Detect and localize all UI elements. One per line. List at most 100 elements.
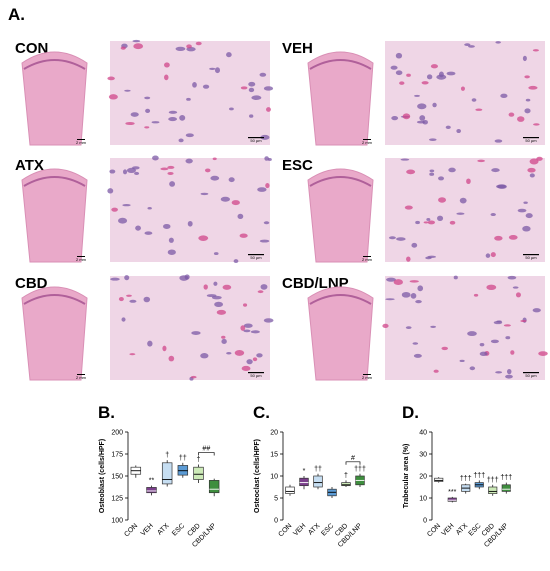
cell (525, 213, 533, 219)
x-tick-label: CON (123, 522, 139, 538)
cell (144, 126, 150, 129)
significance-mark: † (165, 452, 169, 459)
cell (129, 353, 136, 356)
scale-bar (523, 137, 539, 139)
bone-image (307, 168, 374, 263)
cell (413, 353, 422, 358)
scale-bar-label: 2 mm (362, 257, 373, 262)
y-tick-label: 20 (419, 474, 427, 481)
cell (264, 156, 269, 161)
cell (213, 252, 219, 256)
cell (110, 277, 120, 281)
cell (229, 107, 234, 111)
cell (417, 285, 424, 292)
cell (240, 86, 248, 90)
cell (144, 96, 151, 100)
cell (118, 297, 124, 302)
x-tick-label: ESC (468, 522, 483, 537)
y-axis-label: Trabecular area (%) (403, 444, 410, 509)
scale-bar (77, 374, 85, 375)
significance-mark: ** (149, 478, 155, 485)
cell (423, 221, 429, 224)
cell (108, 94, 118, 100)
cell (506, 369, 512, 375)
cell (226, 351, 232, 355)
bone-image (307, 286, 374, 381)
cell (259, 239, 270, 243)
cell (122, 204, 131, 207)
cell (467, 331, 477, 337)
cell (448, 167, 456, 173)
cell (144, 231, 153, 235)
cell (517, 116, 525, 122)
x-tick-label: VEH (140, 522, 155, 537)
y-tick-label: 0 (423, 518, 427, 525)
significance-mark: ††† (473, 472, 485, 479)
cell (406, 169, 416, 175)
bone-image (307, 51, 374, 146)
cell (210, 175, 220, 181)
cell (446, 71, 456, 76)
cell (388, 236, 396, 240)
cell (251, 95, 262, 100)
cell (263, 221, 270, 225)
cell (469, 366, 476, 371)
cell (438, 176, 445, 181)
bracket-label: # (351, 455, 355, 462)
cell (495, 371, 503, 374)
cell (460, 86, 465, 91)
cell (257, 290, 264, 294)
cell (259, 72, 267, 77)
significance-mark: † (344, 472, 348, 479)
panel-label: A. (8, 5, 25, 24)
cell (233, 259, 239, 264)
cell (427, 220, 436, 225)
cell (445, 125, 451, 130)
cell (426, 74, 433, 80)
cell (405, 326, 412, 329)
cell (121, 317, 126, 322)
cell (517, 208, 527, 213)
cell (494, 139, 503, 143)
cell (485, 253, 491, 258)
x-tick-label: VEH (292, 522, 307, 537)
box (434, 477, 444, 482)
cell (168, 117, 177, 122)
significance-mark: †† (179, 455, 187, 462)
cell (415, 300, 422, 304)
cell (221, 335, 226, 339)
cell (226, 52, 232, 58)
cell (185, 133, 194, 138)
scale-bar-label: 50 µm (525, 138, 537, 143)
box (146, 487, 157, 494)
cell (459, 197, 467, 204)
cell (399, 81, 405, 85)
cell (433, 369, 439, 373)
cell (167, 249, 176, 255)
cell (237, 213, 244, 220)
y-tick-label: 5 (274, 496, 278, 503)
cell (525, 98, 531, 102)
cell (252, 357, 258, 362)
cell (490, 252, 496, 258)
cell (438, 197, 447, 203)
cell (411, 242, 418, 248)
box (161, 462, 173, 485)
cell (477, 159, 485, 163)
cell (222, 284, 232, 290)
cell (214, 301, 224, 308)
cell (190, 375, 197, 379)
cell (409, 280, 419, 283)
cell (163, 223, 171, 229)
significance-mark: ††† (354, 466, 366, 473)
scale-bar (363, 256, 371, 257)
bracket (345, 461, 361, 465)
cell (466, 178, 471, 184)
box (313, 475, 323, 488)
cell (184, 274, 190, 280)
cell (147, 206, 152, 210)
cell (429, 169, 435, 173)
cell (479, 342, 485, 347)
cell (520, 319, 527, 322)
y-tick-label: 175 (111, 452, 123, 459)
